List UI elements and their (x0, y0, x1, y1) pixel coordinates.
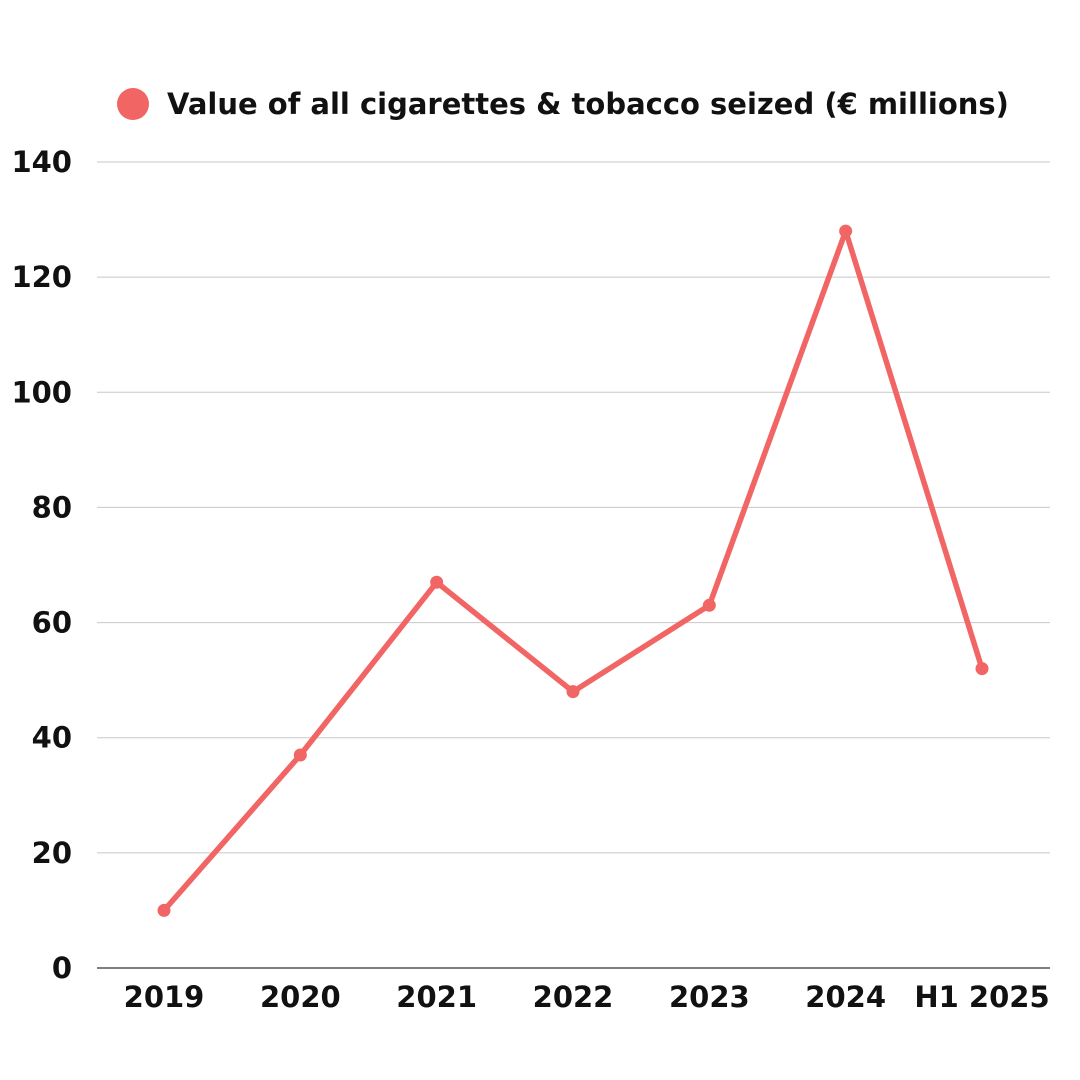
y-tick-label: 100 (11, 375, 72, 409)
data-point (566, 685, 580, 699)
legend: Value of all cigarettes & tobacco seized… (117, 87, 1009, 121)
data-point (702, 598, 716, 612)
x-tick-label: 2022 (533, 980, 614, 1014)
data-point (157, 903, 171, 917)
x-axis: 2019 2020 2021 2022 2023 2024 H1 2025 (124, 980, 1050, 1014)
y-tick-label: 20 (32, 836, 72, 870)
x-tick-label: 2019 (124, 980, 205, 1014)
y-tick-label: 80 (32, 490, 72, 524)
y-tick-label: 120 (11, 260, 72, 294)
y-tick-label: 60 (32, 606, 72, 640)
series-layer (157, 224, 989, 917)
y-tick-label: 140 (11, 145, 72, 179)
series-line (161, 228, 985, 914)
legend-label: Value of all cigarettes & tobacco seized… (167, 87, 1009, 121)
x-tick-label: H1 2025 (914, 980, 1049, 1014)
y-tick-label: 0 (52, 951, 72, 985)
data-point (430, 575, 444, 589)
y-tick-label: 40 (32, 721, 72, 755)
x-tick-label: 2024 (805, 980, 886, 1014)
data-point (975, 662, 989, 676)
x-tick-label: 2023 (669, 980, 750, 1014)
legend-marker (117, 88, 149, 120)
y-axis: 0 20 40 60 80 100 120 140 (11, 145, 72, 985)
x-tick-label: 2021 (396, 980, 477, 1014)
data-point (839, 224, 853, 238)
x-tick-label: 2020 (260, 980, 341, 1014)
gridlines (97, 161, 1050, 969)
data-point (293, 748, 307, 762)
